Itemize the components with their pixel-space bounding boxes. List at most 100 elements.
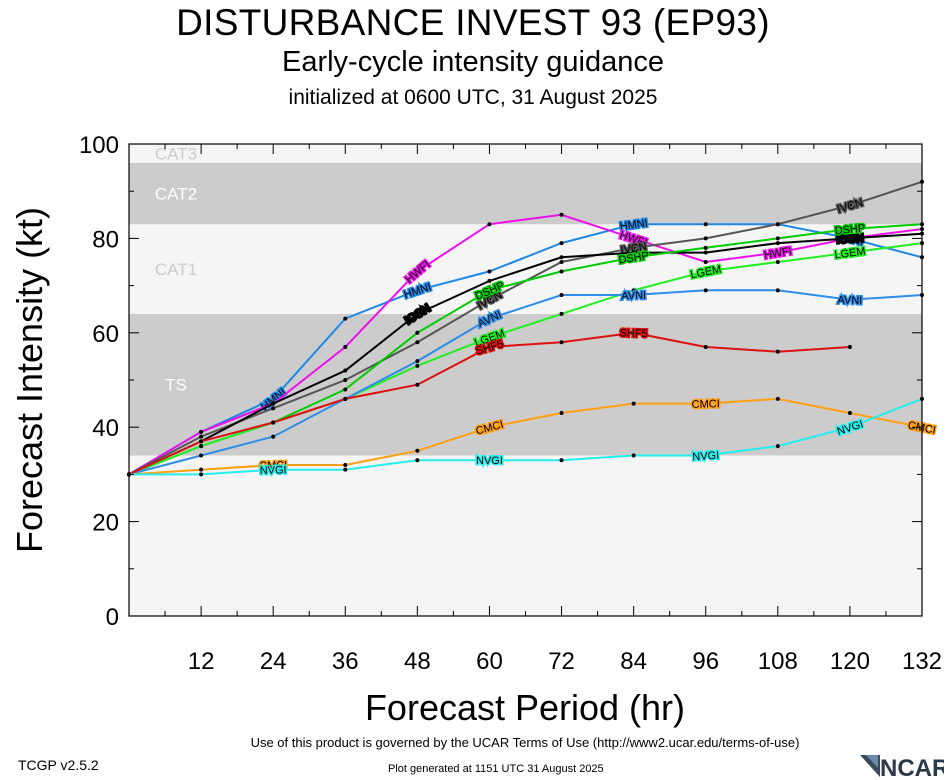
data-point — [631, 245, 636, 250]
data-point — [775, 260, 780, 264]
init-time: initialized at 0600 UTC, 31 August 2025 — [288, 86, 658, 109]
data-point — [487, 288, 492, 293]
x-axis-label: Forecast Period (hr) — [365, 687, 685, 728]
chart-subtitle: Early-cycle intensity guidance — [281, 46, 664, 78]
data-point — [775, 250, 780, 255]
series-line — [128, 289, 923, 476]
series-label: SHF5 — [619, 327, 648, 340]
data-point — [271, 467, 276, 472]
data-point — [487, 297, 492, 302]
series-label: AVNI — [837, 294, 862, 307]
logo-text: NCAR — [880, 755, 944, 779]
data-point — [775, 396, 780, 401]
intensity-band — [129, 455, 922, 616]
data-point — [271, 401, 276, 406]
data-point — [775, 288, 780, 293]
y-tick-label: 60 — [92, 321, 119, 348]
data-point — [775, 222, 780, 227]
series-label: DSHP — [834, 222, 866, 237]
band-label: TS — [165, 376, 187, 395]
data-point — [415, 340, 420, 345]
data-point — [559, 411, 564, 416]
band-label: CAT3 — [155, 144, 197, 163]
data-point — [631, 288, 636, 293]
data-point — [343, 344, 348, 349]
data-point — [703, 260, 708, 264]
data-point — [703, 236, 708, 241]
series-line — [128, 223, 923, 476]
data-point — [343, 467, 348, 472]
data-point — [631, 330, 636, 335]
data-point — [415, 359, 420, 364]
y-tick-label: 40 — [92, 415, 119, 442]
data-point — [703, 288, 708, 293]
data-point — [271, 396, 276, 401]
data-point — [415, 458, 420, 463]
data-point — [487, 458, 492, 463]
data-point — [559, 311, 564, 316]
data-point — [631, 293, 636, 298]
data-point — [631, 453, 636, 458]
data-point — [631, 401, 636, 406]
terms-of-use: Use of this product is governed by the U… — [250, 735, 800, 750]
data-point — [847, 250, 852, 255]
x-tick-label: 84 — [620, 648, 647, 675]
data-point — [559, 212, 564, 217]
intensity-band — [129, 144, 922, 163]
series-label: AVNI — [621, 290, 646, 303]
data-point — [415, 363, 420, 368]
data-point — [703, 401, 708, 406]
series-label: HMNI — [619, 217, 648, 233]
data-point — [847, 236, 852, 241]
data-point — [847, 203, 852, 208]
series-line — [128, 232, 923, 476]
data-point — [415, 448, 420, 453]
data-point — [199, 453, 204, 458]
x-tick-label: 24 — [260, 648, 287, 675]
data-point — [847, 297, 852, 302]
x-tick-label: 120 — [830, 648, 870, 675]
x-tick-label: 108 — [758, 648, 798, 675]
data-point — [559, 255, 564, 260]
data-point — [415, 330, 420, 335]
x-tick-label: 36 — [332, 648, 359, 675]
data-point — [847, 411, 852, 416]
data-point — [487, 222, 492, 227]
y-tick-label: 0 — [106, 604, 119, 631]
data-point — [703, 453, 708, 458]
band-label: CAT2 — [155, 185, 197, 204]
data-point — [487, 278, 492, 283]
data-point — [487, 344, 492, 349]
data-point — [559, 340, 564, 345]
data-point — [199, 467, 204, 472]
intensity-band — [129, 162, 922, 225]
data-point — [559, 241, 564, 246]
ncar-logo: NCAR — [860, 755, 944, 779]
data-point — [703, 344, 708, 349]
data-point — [343, 316, 348, 321]
data-point — [199, 439, 204, 444]
data-point — [847, 425, 852, 430]
data-point — [199, 429, 204, 434]
data-point — [703, 250, 708, 255]
series-line — [129, 397, 923, 476]
data-point — [631, 236, 636, 241]
x-tick-label: 12 — [188, 648, 215, 675]
data-point — [775, 241, 780, 246]
data-point — [415, 288, 420, 293]
data-point — [559, 269, 564, 274]
data-point — [775, 444, 780, 449]
data-point — [343, 462, 348, 467]
x-tick-label: 132 — [902, 648, 942, 675]
chart-title: DISTURBANCE INVEST 93 (EP93) — [176, 2, 770, 43]
data-point — [631, 222, 636, 227]
data-point — [199, 434, 204, 439]
data-point — [559, 260, 564, 264]
x-tick-label: 48 — [404, 648, 431, 675]
data-point — [847, 344, 852, 349]
data-point — [559, 458, 564, 463]
data-point — [343, 387, 348, 392]
data-point — [199, 472, 204, 477]
data-point — [271, 406, 276, 411]
data-point — [487, 335, 492, 340]
